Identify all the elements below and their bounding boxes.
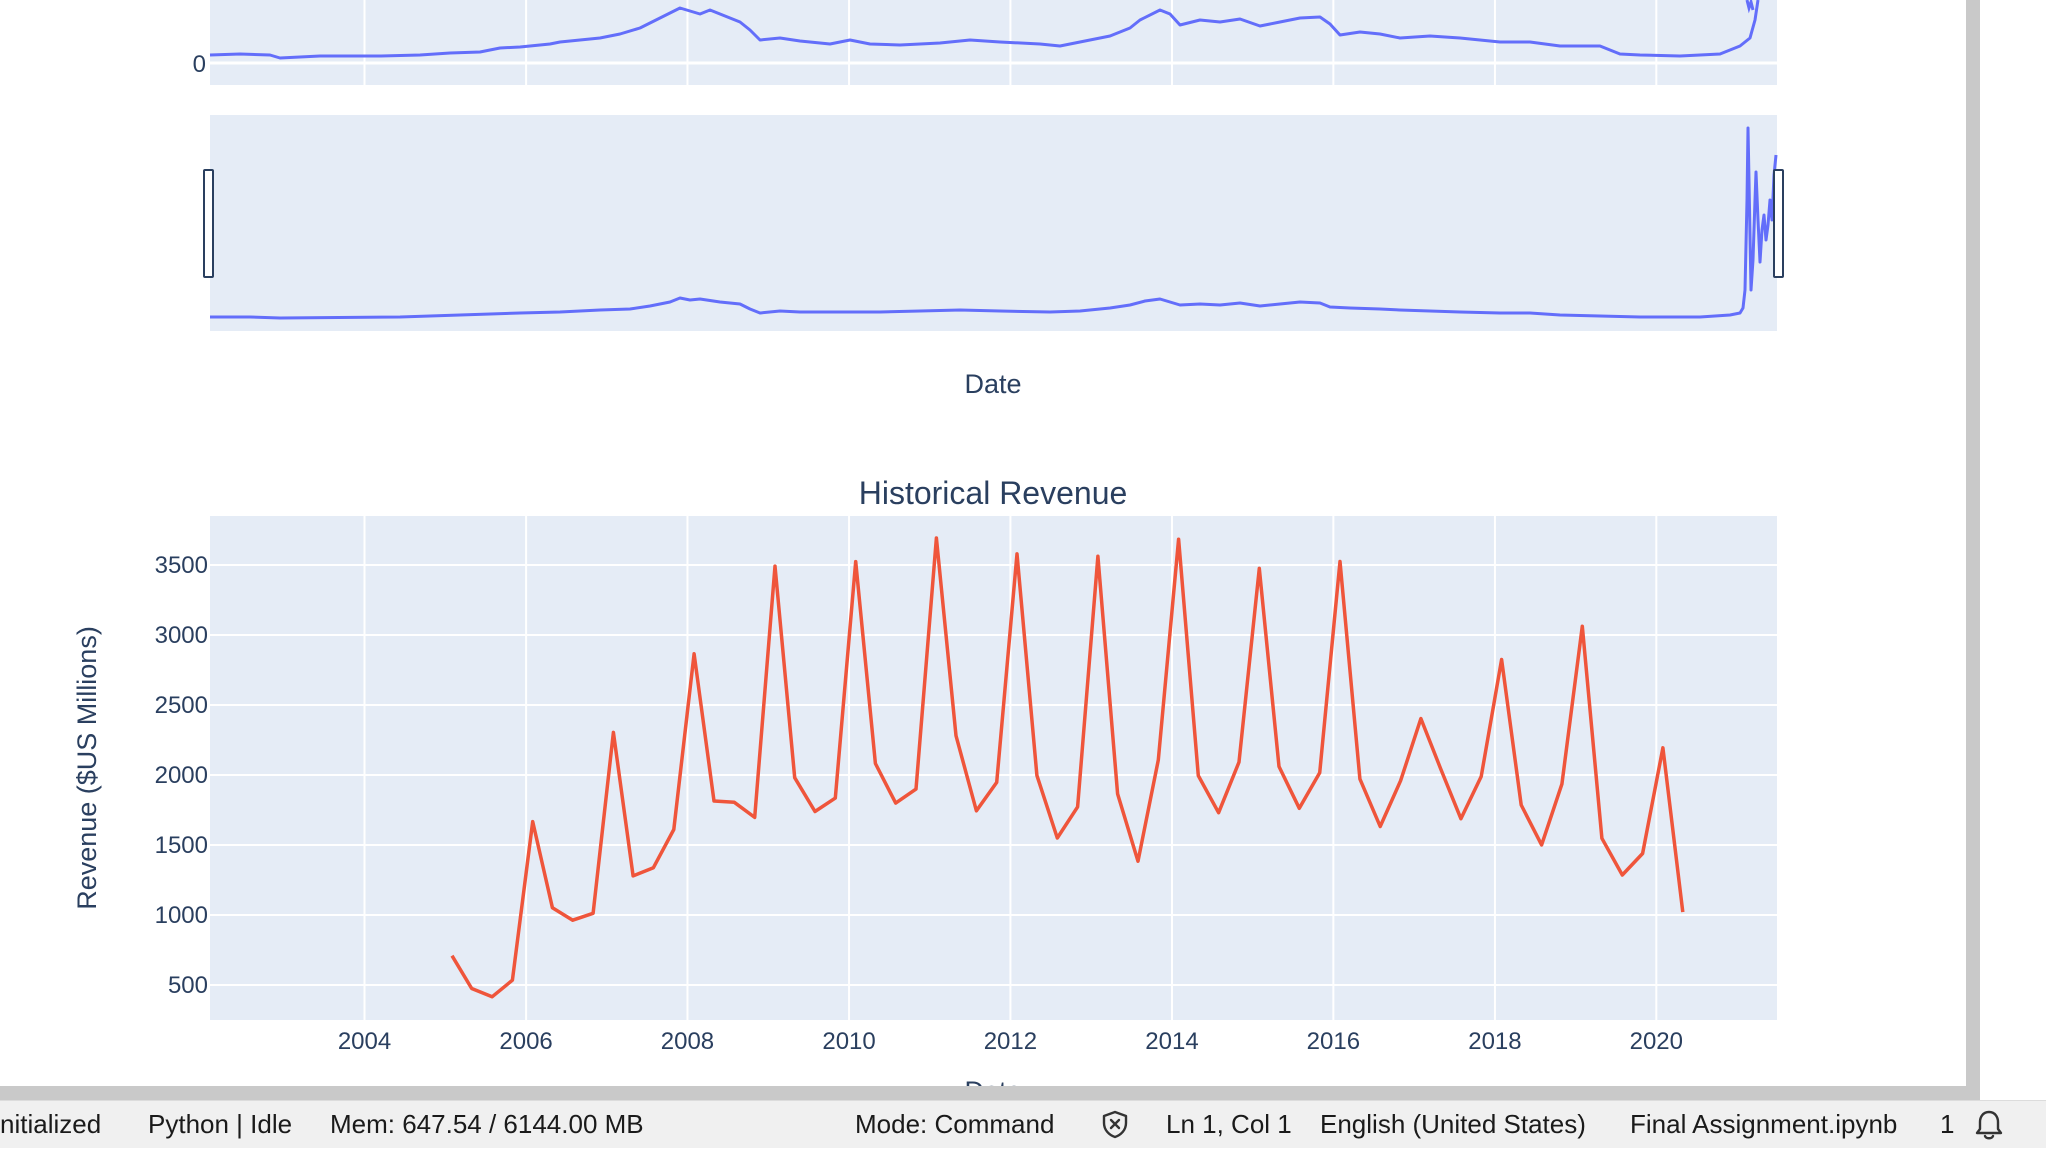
revenue-x-tick-label: 2012 xyxy=(984,1028,1037,1055)
chart-output: 0 Date Historical Revenue 500 1000 1500 200… xyxy=(0,0,1966,1086)
revenue-chart: Historical Revenue 500 1000 1500 2000 2500 30… xyxy=(72,475,1777,1086)
horizontal-scrollbar[interactable] xyxy=(0,1086,1980,1100)
display-language[interactable]: English (United States) xyxy=(1320,1101,1586,1148)
kernel-indicator[interactable]: Python | Idle xyxy=(148,1101,292,1148)
range-slider[interactable]: Date xyxy=(204,115,1783,399)
revenue-y-tick-label: 1500 xyxy=(155,832,208,859)
revenue-x-tick-label: 2018 xyxy=(1468,1028,1521,1055)
revenue-x-tick-label: 2020 xyxy=(1630,1028,1683,1055)
bell-icon[interactable] xyxy=(1972,1108,2006,1149)
revenue-plot-background xyxy=(210,516,1777,1020)
revenue-x-axis-title: Date xyxy=(964,1076,1021,1086)
revenue-y-axis-title: Revenue ($US Millions) xyxy=(72,626,102,910)
trusted-shield-icon[interactable] xyxy=(1100,1109,1130,1146)
revenue-y-tick-label: 500 xyxy=(168,972,208,999)
revenue-x-tick-label: 2014 xyxy=(1145,1028,1198,1055)
revenue-x-tick-label: 2006 xyxy=(499,1028,552,1055)
stock-y-tick-0: 0 xyxy=(193,51,206,78)
range-slider-right-handle[interactable] xyxy=(1774,170,1783,277)
revenue-x-tick-label: 2004 xyxy=(338,1028,391,1055)
kernel-status[interactable]: nitialized xyxy=(0,1101,101,1148)
revenue-y-tick-label: 1000 xyxy=(155,902,208,929)
revenue-y-tick-label: 2500 xyxy=(155,692,208,719)
revenue-x-tick-label: 2010 xyxy=(822,1028,875,1055)
current-file-name: Final Assignment.ipynb xyxy=(1630,1101,1897,1148)
notebook-output-area: 0 Date Historical Revenue 500 1000 1500 200… xyxy=(0,0,1966,1086)
revenue-y-tick-label: 3500 xyxy=(155,552,208,579)
revenue-x-ticks: 2004 2006 2008 2010 2012 2014 2016 2018 2020 xyxy=(338,1028,1683,1055)
revenue-chart-title: Historical Revenue xyxy=(859,475,1128,511)
vertical-scrollbar-thumb[interactable] xyxy=(1966,0,1980,1098)
stock-chart: 0 xyxy=(193,0,1777,85)
range-slider-axis-title: Date xyxy=(964,369,1021,399)
status-bar: nitialized Python | Idle Mem: 647.54 / 6… xyxy=(0,1100,2046,1148)
revenue-y-tick-label: 2000 xyxy=(155,762,208,789)
revenue-x-tick-label: 2008 xyxy=(661,1028,714,1055)
revenue-y-ticks: 500 1000 1500 2000 2500 3000 3500 xyxy=(155,552,208,999)
range-slider-background xyxy=(210,115,1777,331)
notification-count[interactable]: 1 xyxy=(1940,1101,1954,1148)
cursor-position[interactable]: Ln 1, Col 1 xyxy=(1166,1101,1292,1148)
memory-usage: Mem: 647.54 / 6144.00 MB xyxy=(330,1101,644,1148)
revenue-x-tick-label: 2016 xyxy=(1307,1028,1360,1055)
range-slider-left-handle[interactable] xyxy=(204,170,213,277)
stock-price-line-tail xyxy=(1747,0,1753,10)
revenue-y-tick-label: 3000 xyxy=(155,622,208,649)
notebook-mode[interactable]: Mode: Command xyxy=(855,1101,1054,1148)
